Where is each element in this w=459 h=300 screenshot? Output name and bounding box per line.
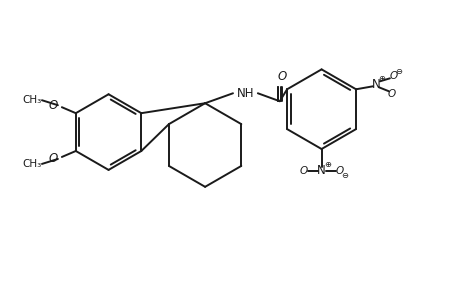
Text: CH₃: CH₃	[22, 159, 42, 169]
Text: O: O	[49, 152, 58, 166]
Text: CH₃: CH₃	[22, 95, 42, 105]
Text: N: N	[371, 78, 380, 91]
Text: O: O	[389, 71, 397, 81]
Text: O: O	[387, 89, 395, 99]
Text: NH: NH	[237, 87, 254, 100]
Text: O: O	[335, 166, 343, 176]
Text: ⊕: ⊕	[323, 160, 330, 169]
Text: O: O	[299, 166, 307, 176]
Text: N: N	[317, 164, 325, 177]
Text: ⊖: ⊖	[340, 171, 347, 180]
Text: O: O	[49, 99, 58, 112]
Text: O: O	[276, 70, 286, 83]
Text: ⊖: ⊖	[394, 67, 402, 76]
Text: ⊕: ⊕	[378, 74, 385, 83]
